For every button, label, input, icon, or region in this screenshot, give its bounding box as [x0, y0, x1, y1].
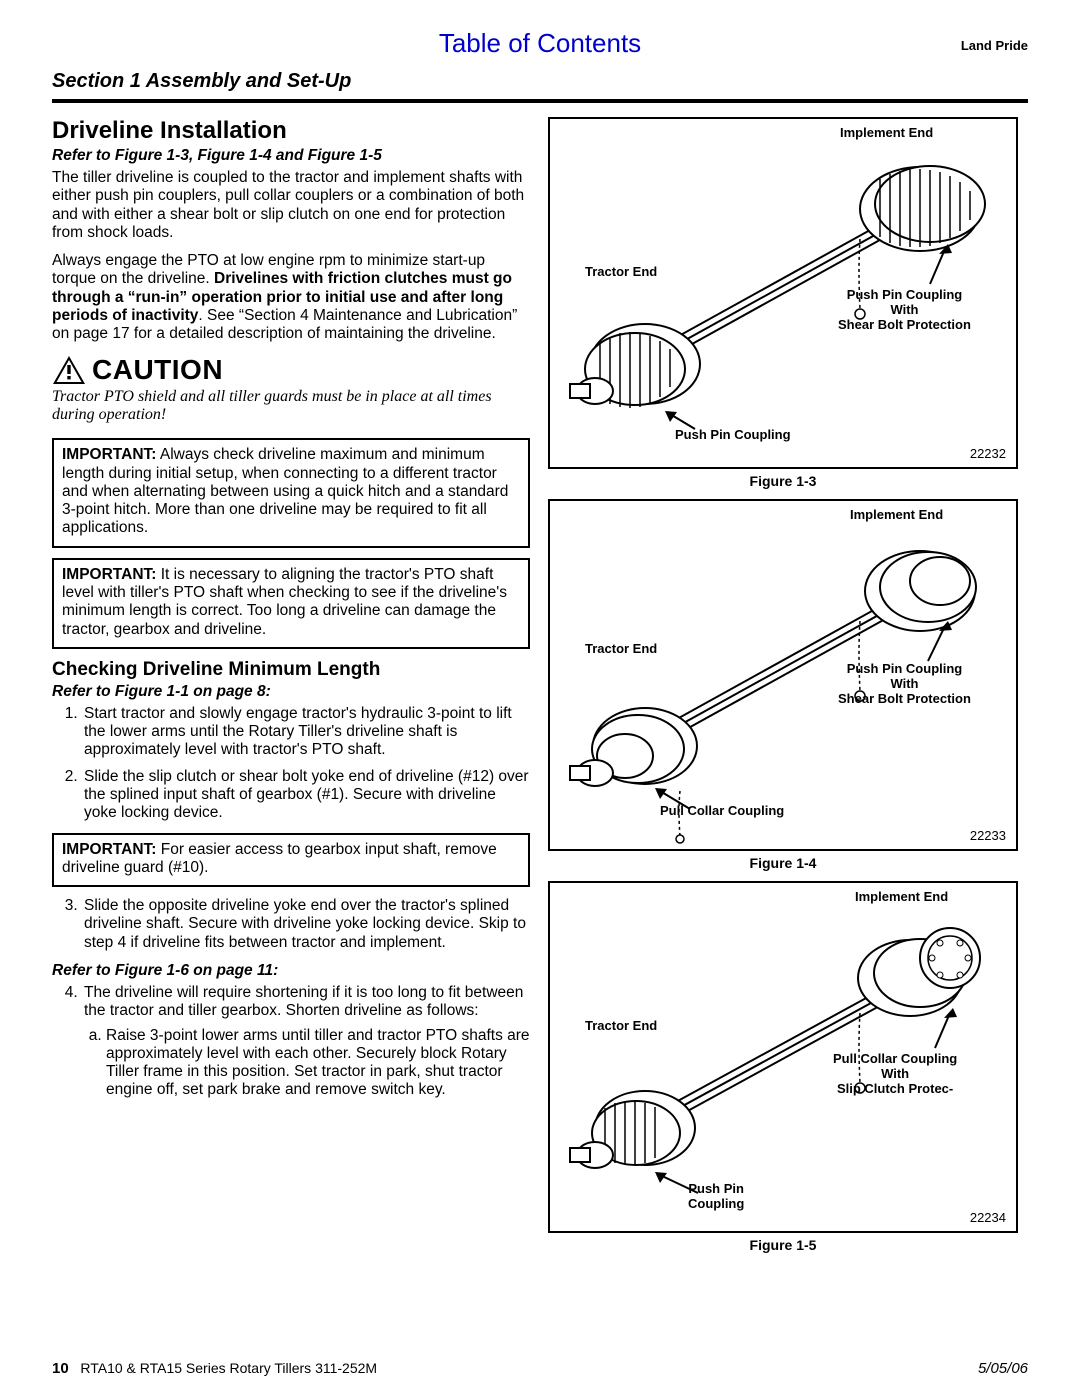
important-box-3: IMPORTANT: For easier access to gearbox … — [52, 833, 530, 888]
figure-1-5-panel: Implement End Tractor End Pull Collar Co… — [548, 881, 1018, 1233]
page-number: 10 — [52, 1360, 69, 1377]
important-3-label: IMPORTANT: — [62, 841, 156, 858]
bottom-label: Push Pin Coupling — [675, 427, 791, 442]
document-id: RTA10 & RTA15 Series Rotary Tillers 311-… — [80, 1360, 377, 1376]
right-label: Pull Collar Coupling With Slip Clutch Pr… — [833, 1051, 957, 1096]
figure-reference-1-1: Refer to Figure 1-1 on page 8: — [52, 683, 530, 701]
substeps-4: Raise 3-point lower arms until tiller an… — [84, 1027, 530, 1100]
step-4a: Raise 3-point lower arms until tiller an… — [106, 1027, 530, 1100]
figure-1-4-caption: Figure 1-4 — [548, 855, 1018, 871]
caution-header: CAUTION — [52, 354, 530, 386]
important-box-2: IMPORTANT: It is necessary to aligning t… — [52, 558, 530, 649]
warning-icon — [52, 355, 86, 385]
footer-date: 5/05/06 — [978, 1360, 1028, 1377]
step-3: Slide the opposite driveline yoke end ov… — [82, 897, 530, 952]
heading-driveline-installation: Driveline Installation — [52, 117, 530, 145]
content-columns: Driveline Installation Refer to Figure 1… — [52, 117, 1028, 1263]
left-column: Driveline Installation Refer to Figure 1… — [52, 117, 530, 1263]
right-column: Implement End Tractor End Push Pin Coupl… — [548, 117, 1018, 1263]
figure-number: 22234 — [970, 1210, 1006, 1225]
important-box-1: IMPORTANT: Always check driveline maximu… — [52, 438, 530, 547]
caution-text: Tractor PTO shield and all tiller guards… — [52, 388, 530, 425]
figure-1-4-panel: Implement End Tractor End Push Pin Coupl… — [548, 499, 1018, 851]
steps-list-cont: Slide the opposite driveline yoke end ov… — [52, 897, 530, 952]
page-footer: 10 RTA10 & RTA15 Series Rotary Tillers 3… — [52, 1360, 1028, 1377]
steps-list: Start tractor and slowly engage tractor'… — [52, 705, 530, 823]
paragraph-pto: Always engage the PTO at low engine rpm … — [52, 252, 530, 343]
figure-number: 22233 — [970, 828, 1006, 843]
figure-number: 22232 — [970, 446, 1006, 461]
toc-link[interactable]: Table of Contents — [439, 28, 641, 59]
bottom-label: Pull Collar Coupling — [660, 803, 784, 818]
caution-word: CAUTION — [92, 354, 223, 386]
figure-reference-1-6: Refer to Figure 1-6 on page 11: — [52, 962, 530, 980]
step-4: The driveline will require shortening if… — [82, 984, 530, 1100]
bottom-label: Push Pin Coupling — [688, 1181, 744, 1211]
brand-label: Land Pride — [961, 38, 1028, 53]
divider — [52, 99, 1028, 103]
tractor-end-label: Tractor End — [585, 641, 657, 656]
paragraph-intro: The tiller driveline is coupled to the t… — [52, 169, 530, 242]
important-1-label: IMPORTANT: — [62, 446, 156, 463]
right-label: Push Pin Coupling With Shear Bolt Protec… — [838, 287, 971, 332]
heading-checking-min-length: Checking Driveline Minimum Length — [52, 659, 530, 681]
figure-1-3-panel: Implement End Tractor End Push Pin Coupl… — [548, 117, 1018, 469]
right-label: Push Pin Coupling With Shear Bolt Protec… — [838, 661, 971, 706]
tractor-end-label: Tractor End — [585, 1018, 657, 1033]
figure-reference-main: Refer to Figure 1-3, Figure 1-4 and Figu… — [52, 147, 530, 165]
tractor-end-label: Tractor End — [585, 264, 657, 279]
important-2-label: IMPORTANT: — [62, 566, 156, 583]
figure-1-5-caption: Figure 1-5 — [548, 1237, 1018, 1253]
figure-1-3-caption: Figure 1-3 — [548, 473, 1018, 489]
step-2: Slide the slip clutch or shear bolt yoke… — [82, 768, 530, 823]
impl-end-label: Implement End — [840, 125, 933, 140]
impl-end-label: Implement End — [850, 507, 943, 522]
step-1: Start tractor and slowly engage tractor'… — [82, 705, 530, 760]
step-4-text: The driveline will require shortening if… — [84, 984, 523, 1019]
steps-list-4: The driveline will require shortening if… — [52, 984, 530, 1100]
impl-end-label: Implement End — [855, 889, 948, 904]
section-title: Section 1 Assembly and Set-Up — [52, 70, 1028, 93]
